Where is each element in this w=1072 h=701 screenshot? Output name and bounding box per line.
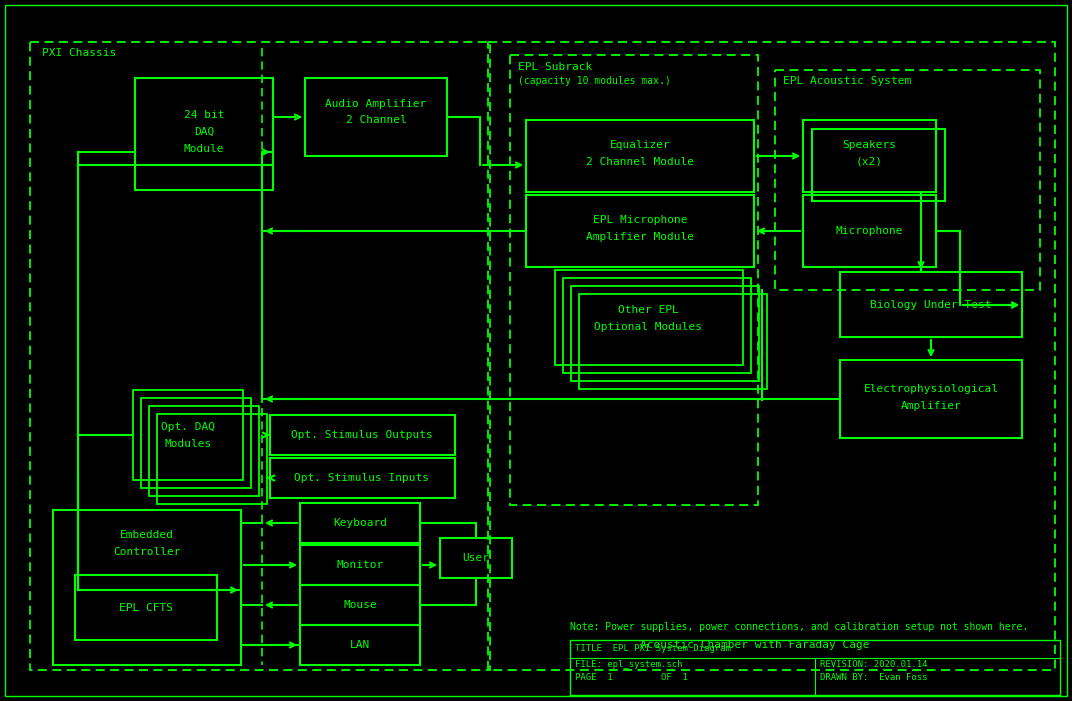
- Bar: [270, 415, 455, 455]
- Bar: [579, 294, 766, 389]
- Bar: [300, 585, 420, 625]
- Text: PAGE  1         OF  1: PAGE 1 OF 1: [575, 673, 688, 682]
- Text: Keyboard: Keyboard: [333, 518, 387, 528]
- Bar: [555, 270, 743, 365]
- Text: Other EPL: Other EPL: [617, 305, 679, 315]
- Text: Opt. Stimulus Outputs: Opt. Stimulus Outputs: [292, 430, 433, 440]
- Text: Amplifier Module: Amplifier Module: [586, 232, 694, 242]
- Text: Note: Power supplies, power connections, and calibration setup not shown here.: Note: Power supplies, power connections,…: [570, 622, 1028, 632]
- Text: 24 bit: 24 bit: [183, 110, 224, 120]
- Bar: [840, 360, 1022, 438]
- Bar: [571, 286, 759, 381]
- Text: Controller: Controller: [114, 547, 181, 557]
- Bar: [157, 414, 267, 504]
- Bar: [812, 129, 946, 201]
- Text: DAQ: DAQ: [194, 127, 214, 137]
- Text: DRAWN BY:  Evan Foss: DRAWN BY: Evan Foss: [820, 673, 927, 682]
- Text: Monitor: Monitor: [337, 560, 384, 570]
- Bar: [563, 278, 751, 373]
- Text: 2 Channel Module: 2 Channel Module: [586, 157, 694, 167]
- Bar: [526, 195, 754, 267]
- Bar: [53, 510, 241, 665]
- Bar: [133, 390, 243, 480]
- Bar: [30, 42, 490, 670]
- Text: EPL Acoustic System: EPL Acoustic System: [783, 76, 911, 86]
- Text: FILE: epl_system.sch: FILE: epl_system.sch: [575, 660, 683, 669]
- Text: User: User: [462, 553, 490, 563]
- Text: EPL Microphone: EPL Microphone: [593, 215, 687, 225]
- Text: TITLE  EPL PXI System Diagram: TITLE EPL PXI System Diagram: [575, 644, 731, 653]
- Bar: [803, 195, 936, 267]
- Text: Optional Modules: Optional Modules: [594, 322, 702, 332]
- Text: Acoustic Chamber with Faraday Cage: Acoustic Chamber with Faraday Cage: [640, 640, 869, 650]
- Text: PXI Chassis: PXI Chassis: [42, 48, 116, 58]
- Text: Audio Amplifier: Audio Amplifier: [326, 99, 427, 109]
- Text: (x2): (x2): [855, 157, 882, 167]
- Text: Biology Under Test: Biology Under Test: [870, 300, 992, 310]
- Text: Opt. Stimulus Inputs: Opt. Stimulus Inputs: [295, 473, 430, 483]
- Text: Equalizer: Equalizer: [610, 140, 670, 150]
- Text: Module: Module: [183, 144, 224, 154]
- Bar: [526, 120, 754, 192]
- Bar: [306, 78, 447, 156]
- Bar: [440, 538, 512, 578]
- Text: Modules: Modules: [164, 439, 211, 449]
- Text: EPL CFTS: EPL CFTS: [119, 603, 173, 613]
- Bar: [300, 625, 420, 665]
- Bar: [803, 120, 936, 192]
- Text: Amplifier: Amplifier: [900, 401, 962, 411]
- Text: (capacity 10 modules max.): (capacity 10 modules max.): [518, 76, 671, 86]
- Text: EPL Subrack: EPL Subrack: [518, 62, 592, 72]
- Bar: [570, 640, 1060, 695]
- Text: Microphone: Microphone: [835, 226, 903, 236]
- Text: Embedded: Embedded: [120, 530, 174, 540]
- Bar: [149, 406, 259, 496]
- Text: Electrophysiological: Electrophysiological: [864, 384, 998, 394]
- Text: Speakers: Speakers: [842, 140, 896, 150]
- Text: REVISION: 2020.01.14: REVISION: 2020.01.14: [820, 660, 927, 669]
- Bar: [510, 55, 758, 505]
- Bar: [300, 545, 420, 585]
- Bar: [488, 42, 1055, 670]
- Bar: [142, 398, 251, 488]
- Bar: [270, 458, 455, 498]
- Text: Mouse: Mouse: [343, 600, 377, 610]
- Bar: [300, 503, 420, 543]
- Text: Opt. DAQ: Opt. DAQ: [161, 422, 215, 432]
- Bar: [135, 78, 273, 190]
- Text: 2 Channel: 2 Channel: [345, 115, 406, 125]
- Bar: [75, 575, 217, 640]
- Bar: [840, 272, 1022, 337]
- Bar: [775, 70, 1040, 290]
- Text: LAN: LAN: [349, 640, 370, 650]
